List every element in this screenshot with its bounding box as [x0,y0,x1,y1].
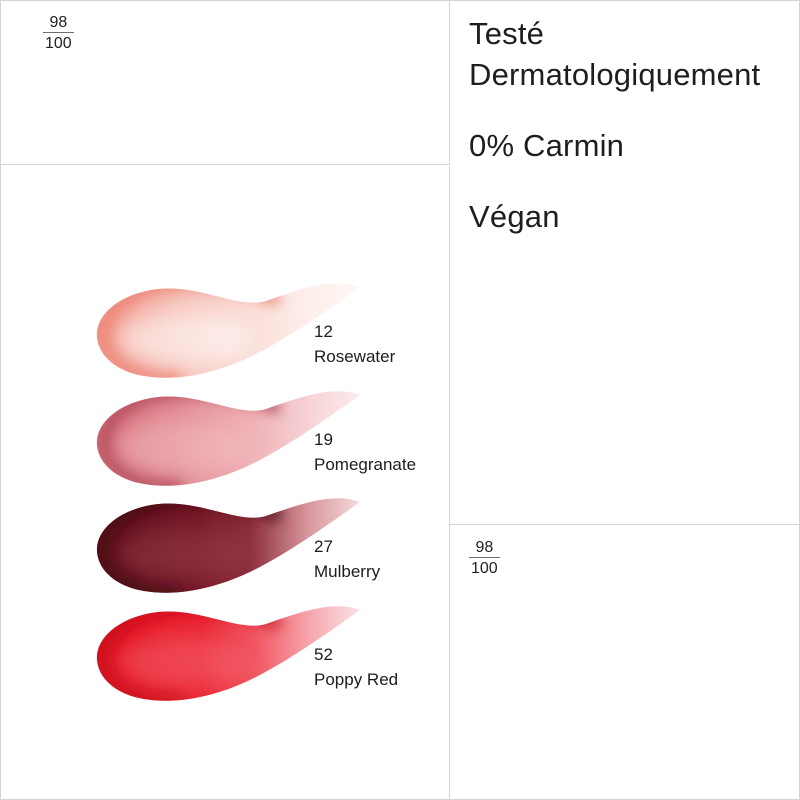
shade-name: Pomegranate [314,455,417,474]
rating-numerator: 98 [475,539,494,556]
shade-row-pomegranate: 19 Pomegranate [87,383,427,489]
shade-swatches-panel: 12 Rosewater 19 Pomegranate [1,166,450,799]
rating-denominator: 100 [469,557,500,577]
gloss-smear-swatch [96,606,361,701]
score-cell-top-left: 98 100 [1,1,450,165]
shade-name: Poppy Red [314,670,399,689]
shade-number: 52 [314,645,333,664]
shade-label: 52 Poppy Red [314,642,398,692]
shade-row-mulberry: 27 Mulberry [87,490,427,596]
shade-label: 19 Pomegranate [314,427,416,477]
gloss-smear-swatch [96,283,361,378]
smear-gloss-highlight [116,312,252,366]
rating-numerator: 98 [49,14,68,31]
shade-row-rosewater: 12 Rosewater [87,275,427,381]
claim-carmine-free: 0% Carmin [469,128,625,163]
claim-dermatologically-tested: Testé Dermatologiquement [469,16,761,92]
claim-vegan: Végan [469,199,560,234]
claims-list: Testé Dermatologiquement 0% Carmin Végan [450,1,799,237]
rating-denominator: 100 [43,32,74,52]
smear-gloss-highlight [116,420,252,474]
shade-name: Mulberry [314,562,381,581]
shade-name: Rosewater [314,347,396,366]
score-cell-bottom-right: 98 100 [450,526,799,799]
rating-fraction: 98 100 [43,14,74,52]
shade-number: 12 [314,322,333,341]
smear-gloss-highlight [116,635,252,689]
shade-row-poppy-red: 52 Poppy Red [87,598,427,704]
gloss-smear-swatch [96,498,361,593]
smear-gloss-highlight [116,527,252,581]
shade-number: 19 [314,430,333,449]
shade-label: 27 Mulberry [314,534,380,584]
claims-panel: Testé Dermatologiquement 0% Carmin Végan [450,1,799,525]
shade-number: 27 [314,537,333,556]
rating-fraction: 98 100 [469,539,500,577]
gloss-smear-swatch [96,391,361,486]
shade-label: 12 Rosewater [314,319,395,369]
